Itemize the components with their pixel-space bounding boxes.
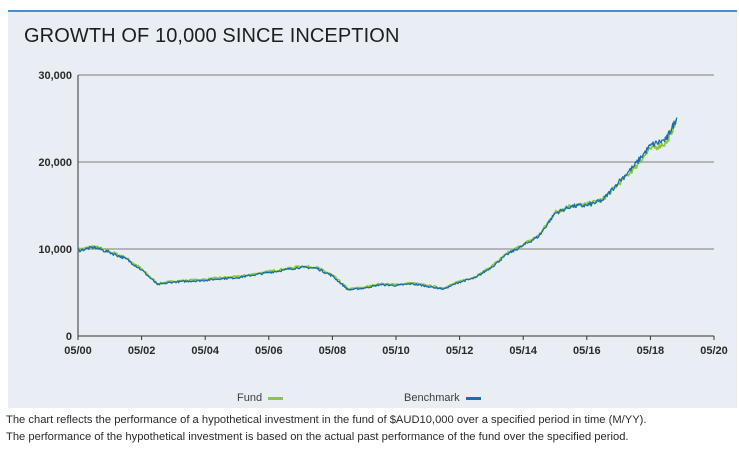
axes [77,75,715,340]
tick-labels: 0 10,000 20,000 30,000 05/00 05/02 05/04 05/06 0… [38,70,727,357]
x-tick-label-2: 05/04 [191,345,219,357]
legend-swatch-benchmark [465,396,481,400]
legend-label-benchmark: Benchmark [404,392,460,404]
chart-title: GROWTH OF 10,000 SINCE INCEPTION [24,25,400,47]
footnote-line-2: The performance of the hypothetical inve… [6,431,629,443]
legend-item-fund[interactable]: Fund [237,392,284,404]
x-tick-label-9: 05/18 [637,345,665,357]
y-tick-label-1: 10,000 [38,244,72,256]
x-tick-label-8: 05/16 [573,345,601,357]
x-tick-label-7: 05/14 [509,345,537,357]
x-tick-label-5: 05/10 [382,345,410,357]
series-line-fund [77,119,678,291]
growth-line-chart: 0 10,000 20,000 30,000 05/00 05/02 05/04 05/06 0… [38,70,727,357]
footnote: The chart reflects the performance of a … [6,412,647,446]
series-line-benchmark [77,117,678,291]
y-tick-label-0: 0 [66,331,72,343]
y-tick-label-3: 30,000 [38,70,72,82]
y-tick-label-2: 20,000 [38,157,72,169]
x-tick-label-3: 05/06 [255,345,283,357]
x-tick-label-4: 05/08 [319,345,347,357]
legend-swatch-fund [268,396,284,400]
legend-label-fund: Fund [237,392,263,404]
x-tick-label-1: 05/02 [128,345,156,357]
grid-lines [78,74,714,250]
x-tick-label-0: 05/00 [64,345,92,357]
legend-item-benchmark[interactable]: Benchmark [404,392,481,404]
x-tick-label-10: 05/20 [700,345,728,357]
footnote-line-1: The chart reflects the performance of a … [6,414,647,426]
chart-panel: GROWTH OF 10,000 SINCE INCEPTION 0 10,000… [8,10,737,408]
x-tick-label-6: 05/12 [446,345,474,357]
series-lines [77,117,678,291]
